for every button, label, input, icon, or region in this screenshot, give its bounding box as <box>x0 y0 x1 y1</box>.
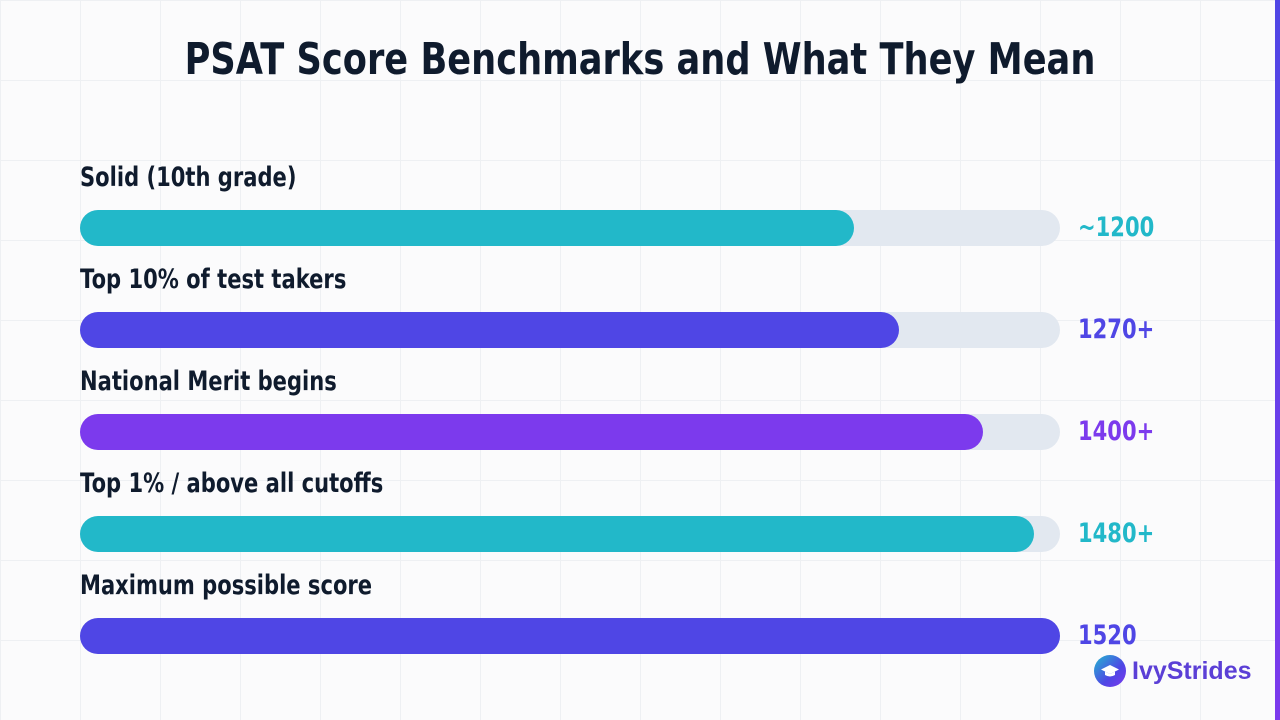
bar-track <box>80 312 1060 348</box>
bar-label: Solid (10th grade) <box>80 162 297 193</box>
bar-track <box>80 618 1060 654</box>
bar-row: Top 1% / above all cutoffs 1480+ <box>80 468 1240 564</box>
bar-label: Maximum possible score <box>80 570 373 601</box>
graduation-cap-icon <box>1094 655 1126 687</box>
bar-fill <box>80 516 1034 552</box>
bar-label: Top 10% of test takers <box>80 264 347 295</box>
bar-label: Top 1% / above all cutoffs <box>80 468 384 499</box>
bar-row: Top 10% of test takers 1270+ <box>80 264 1240 360</box>
bar-fill <box>80 210 854 246</box>
bar-fill <box>80 312 899 348</box>
chart-title: PSAT Score Benchmarks and What They Mean <box>184 34 1096 85</box>
bar-track <box>80 414 1060 450</box>
bar-row: National Merit begins 1400+ <box>80 366 1240 462</box>
bar-label: National Merit begins <box>80 366 337 397</box>
bar-fill <box>80 618 1060 654</box>
brand-name: IvyStrides <box>1132 656 1252 685</box>
bar-value-label: ~1200 <box>1078 212 1155 243</box>
bar-value-label: 1270+ <box>1078 314 1155 345</box>
bar-track <box>80 210 1060 246</box>
bar-value-label: 1480+ <box>1078 518 1155 549</box>
bar-value-label: 1400+ <box>1078 416 1155 447</box>
bar-fill <box>80 414 983 450</box>
bar-row: Solid (10th grade) ~1200 <box>80 162 1240 258</box>
brand-logo: IvyStrides <box>1094 654 1252 688</box>
accent-strip <box>1275 0 1280 720</box>
bar-track <box>80 516 1060 552</box>
bar-row: Maximum possible score 1520 <box>80 570 1240 666</box>
bar-value-label: 1520 <box>1078 620 1137 651</box>
